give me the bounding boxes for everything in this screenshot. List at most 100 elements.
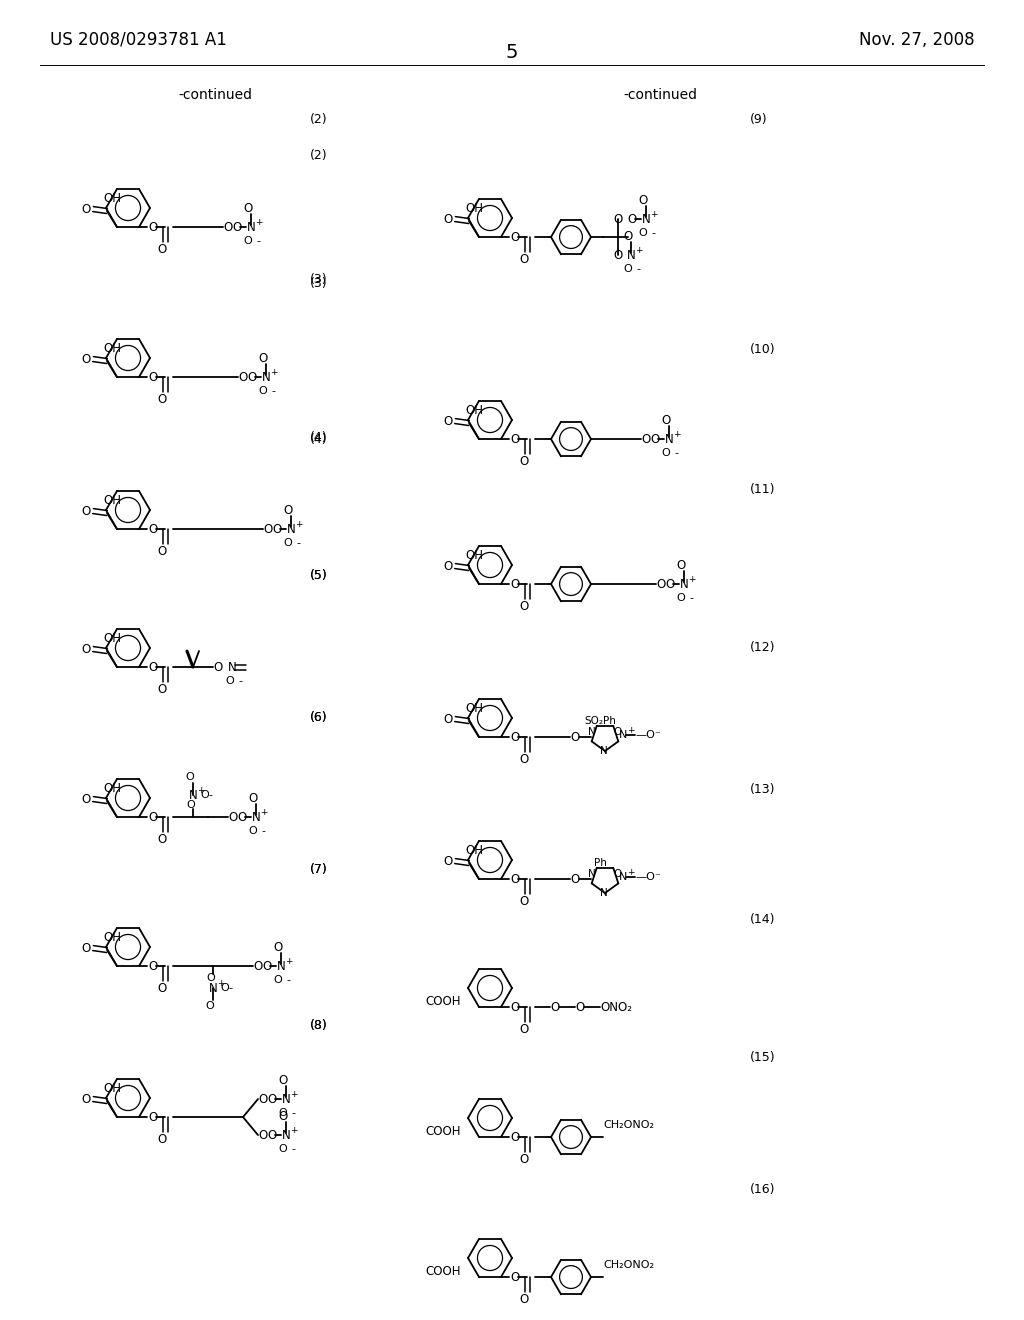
Text: O: O xyxy=(443,560,453,573)
Text: (2): (2) xyxy=(310,114,328,127)
Text: N: N xyxy=(228,660,237,673)
Text: O: O xyxy=(272,523,282,536)
Text: 5: 5 xyxy=(506,44,518,62)
Text: O: O xyxy=(519,252,528,265)
Text: (15): (15) xyxy=(750,1052,775,1064)
Text: +: + xyxy=(255,218,262,227)
Text: (3): (3) xyxy=(310,273,328,286)
Text: O: O xyxy=(148,523,158,536)
Text: (10): (10) xyxy=(750,343,775,356)
Text: O: O xyxy=(510,873,519,886)
Text: O: O xyxy=(656,578,666,590)
Text: O: O xyxy=(148,960,158,973)
Text: O: O xyxy=(575,1001,585,1014)
Text: O: O xyxy=(158,392,167,405)
Text: O: O xyxy=(206,1001,214,1011)
Text: N: N xyxy=(262,371,270,384)
Text: O: O xyxy=(519,895,528,908)
Text: (8): (8) xyxy=(310,1019,328,1031)
Text: (2): (2) xyxy=(310,149,328,161)
Text: -: - xyxy=(256,236,260,246)
Text: O: O xyxy=(81,941,90,954)
Text: -: - xyxy=(636,264,640,275)
Text: (4): (4) xyxy=(310,433,328,446)
Text: O: O xyxy=(158,545,167,557)
Text: O: O xyxy=(510,1130,519,1143)
Text: O: O xyxy=(81,792,90,805)
Text: N: N xyxy=(627,248,636,261)
Text: -: - xyxy=(271,385,275,396)
Text: O: O xyxy=(158,982,167,994)
Text: O: O xyxy=(639,228,647,238)
Text: O: O xyxy=(641,433,650,446)
Text: US 2008/0293781 A1: US 2008/0293781 A1 xyxy=(50,30,227,49)
Text: O: O xyxy=(148,660,158,673)
Text: O: O xyxy=(284,503,293,516)
Text: —O⁻: —O⁻ xyxy=(635,873,660,882)
Text: O: O xyxy=(677,558,686,572)
Text: O: O xyxy=(148,810,158,824)
Text: O: O xyxy=(247,371,256,384)
Text: -: - xyxy=(651,228,655,238)
Text: O: O xyxy=(258,351,267,364)
Text: O: O xyxy=(510,433,519,446)
Text: O: O xyxy=(148,1110,158,1123)
Text: O: O xyxy=(650,433,659,446)
Text: O: O xyxy=(677,593,685,603)
Text: +: + xyxy=(197,785,205,795)
Text: O: O xyxy=(158,833,167,846)
Text: O: O xyxy=(613,727,622,737)
Text: N: N xyxy=(588,869,596,879)
Text: O: O xyxy=(148,220,158,234)
Text: O: O xyxy=(220,983,228,993)
Text: O: O xyxy=(185,772,195,781)
Text: O: O xyxy=(228,810,238,824)
Text: (13): (13) xyxy=(750,784,775,796)
Text: (4): (4) xyxy=(310,430,328,444)
Text: Ph: Ph xyxy=(594,858,606,869)
Text: -: - xyxy=(291,1107,295,1118)
Text: +: + xyxy=(260,808,267,817)
Text: (8): (8) xyxy=(310,1019,328,1031)
Text: O: O xyxy=(237,810,246,824)
Text: -: - xyxy=(208,791,212,800)
Text: N: N xyxy=(282,1129,291,1142)
Text: O: O xyxy=(223,220,232,234)
Text: O: O xyxy=(258,1129,267,1142)
Text: O: O xyxy=(158,243,167,256)
Text: -: - xyxy=(261,826,265,836)
Text: (16): (16) xyxy=(750,1184,775,1196)
Text: O: O xyxy=(186,800,196,810)
Text: +: + xyxy=(295,520,302,528)
Text: +: + xyxy=(673,429,681,438)
Text: (11): (11) xyxy=(750,483,775,496)
Text: OH: OH xyxy=(465,202,483,215)
Text: N: N xyxy=(665,433,674,446)
Text: N: N xyxy=(247,220,256,234)
Text: COOH: COOH xyxy=(426,1125,461,1138)
Text: (6): (6) xyxy=(310,711,328,725)
Text: O: O xyxy=(81,202,90,215)
Text: O: O xyxy=(627,213,636,226)
Text: (3): (3) xyxy=(310,276,328,289)
Text: O: O xyxy=(519,1023,528,1036)
Text: SO₂Ph: SO₂Ph xyxy=(584,715,616,726)
Text: O: O xyxy=(249,826,257,836)
Text: (12): (12) xyxy=(750,642,775,655)
Text: N: N xyxy=(278,960,286,973)
Text: -: - xyxy=(689,593,693,603)
Text: O: O xyxy=(273,941,283,953)
Text: O: O xyxy=(158,682,167,696)
Text: N: N xyxy=(600,746,608,756)
Text: O: O xyxy=(519,599,528,612)
Text: O: O xyxy=(284,539,293,548)
Text: O: O xyxy=(279,1110,288,1122)
Text: (5): (5) xyxy=(310,569,328,582)
Text: O: O xyxy=(519,454,528,467)
Text: N: N xyxy=(209,982,218,994)
Text: N: N xyxy=(588,727,596,737)
Text: -: - xyxy=(291,1144,295,1154)
Text: O: O xyxy=(519,1152,528,1166)
Text: -: - xyxy=(238,676,242,686)
Text: +: + xyxy=(290,1126,298,1135)
